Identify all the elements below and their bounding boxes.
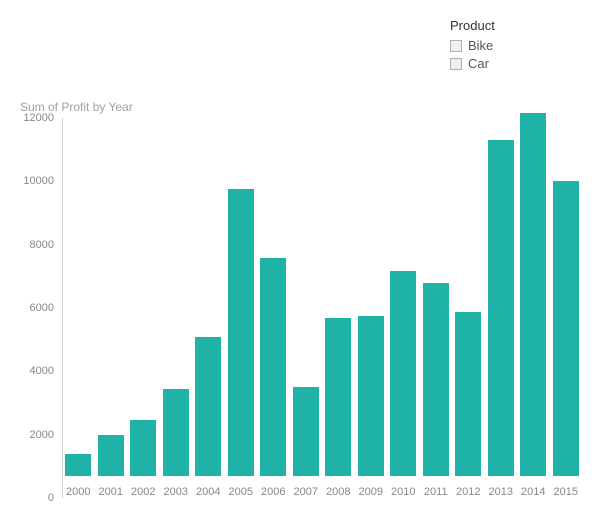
x-tick-label: 2008 xyxy=(326,486,350,498)
legend-item-label: Car xyxy=(468,55,489,73)
bar[interactable] xyxy=(98,435,124,476)
x-tick-label: 2012 xyxy=(456,486,480,498)
x-tick-label: 2000 xyxy=(66,486,90,498)
y-tick-label: 12000 xyxy=(23,112,54,124)
y-tick-label: 6000 xyxy=(30,302,54,314)
bar-slot: 2000 xyxy=(62,454,95,498)
x-tick-label: 2010 xyxy=(391,486,415,498)
bar-slot: 2003 xyxy=(160,389,193,498)
bar[interactable] xyxy=(423,283,449,476)
bar[interactable] xyxy=(130,420,156,476)
bar[interactable] xyxy=(390,271,416,476)
legend-item-label: Bike xyxy=(468,37,493,55)
y-tick-label: 8000 xyxy=(30,239,54,251)
bar[interactable] xyxy=(520,113,546,476)
bar[interactable] xyxy=(358,316,384,476)
bar[interactable] xyxy=(293,387,319,476)
bar-slot: 2011 xyxy=(420,283,453,498)
x-tick-label: 2004 xyxy=(196,486,220,498)
bar[interactable] xyxy=(260,258,286,476)
x-tick-label: 2006 xyxy=(261,486,285,498)
x-tick-label: 2014 xyxy=(521,486,545,498)
legend-title: Product xyxy=(450,18,495,33)
bar[interactable] xyxy=(195,337,221,476)
y-tick-label: 0 xyxy=(48,492,54,504)
bar-slot: 2014 xyxy=(517,113,550,498)
bar-slot: 2010 xyxy=(387,271,420,498)
y-tick-label: 10000 xyxy=(23,175,54,187)
x-tick-label: 2001 xyxy=(99,486,123,498)
legend-item-car[interactable]: Car xyxy=(450,55,495,73)
bar-slot: 2004 xyxy=(192,337,225,498)
bar-slot: 2007 xyxy=(290,387,323,498)
bar[interactable] xyxy=(325,318,351,476)
legend-item-bike[interactable]: Bike xyxy=(450,37,495,55)
bar-slot: 2008 xyxy=(322,318,355,498)
bar-slot: 2015 xyxy=(550,181,583,498)
x-tick-label: 2013 xyxy=(489,486,513,498)
bar[interactable] xyxy=(488,140,514,476)
plot-area: 020004000600080001000012000 200020012002… xyxy=(62,118,582,498)
bar-slot: 2002 xyxy=(127,420,160,498)
bar[interactable] xyxy=(455,312,481,476)
bars-container: 2000 2001 2002 2003 2004 2005 2006 2007 2008 2009… xyxy=(62,118,582,498)
y-tick-label: 2000 xyxy=(30,429,54,441)
bar-slot: 2005 xyxy=(225,189,258,498)
chart-canvas: Product Bike Car Sum of Profit by Year 0… xyxy=(0,0,599,531)
bar-slot: 2006 xyxy=(257,258,290,498)
bar-slot: 2009 xyxy=(355,316,388,498)
y-tick-label: 4000 xyxy=(30,365,54,377)
bar[interactable] xyxy=(228,189,254,476)
x-tick-label: 2003 xyxy=(164,486,188,498)
bar-slot: 2013 xyxy=(485,140,518,498)
x-tick-label: 2007 xyxy=(294,486,318,498)
x-tick-label: 2011 xyxy=(424,486,448,498)
bar[interactable] xyxy=(65,454,91,476)
x-tick-label: 2009 xyxy=(359,486,383,498)
checkbox-icon xyxy=(450,58,462,70)
checkbox-icon xyxy=(450,40,462,52)
x-tick-label: 2005 xyxy=(229,486,253,498)
legend: Product Bike Car xyxy=(450,18,495,73)
bar-slot: 2012 xyxy=(452,312,485,498)
bar[interactable] xyxy=(553,181,579,476)
bar[interactable] xyxy=(163,389,189,476)
bar-slot: 2001 xyxy=(95,435,128,498)
x-tick-label: 2002 xyxy=(131,486,155,498)
x-tick-label: 2015 xyxy=(554,486,578,498)
